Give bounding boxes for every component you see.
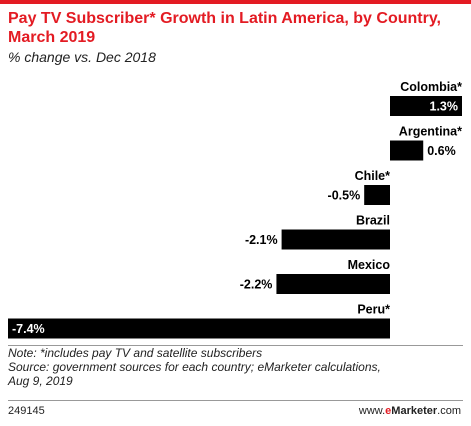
value-label-4: -2.2% [240, 278, 273, 292]
top-accent-bar [0, 0, 471, 4]
bar-chart: Colombia* 1.3% Argentina* 0.6% Chile* -0.5% Br… [8, 80, 462, 339]
bar-2 [364, 185, 390, 205]
value-label-2: -0.5% [328, 189, 361, 203]
category-label-0: Colombia* [400, 80, 462, 94]
footnote-source-date: Aug 9, 2019 [8, 374, 73, 388]
bar-1 [390, 140, 424, 161]
value-label-5: -7.4% [12, 322, 45, 336]
brand-prefix: www. [358, 405, 386, 417]
footnote: Note: *includes pay TV and satellite sub… [8, 346, 463, 388]
brand-link[interactable]: www.eMarketer.com [359, 405, 461, 417]
brand-name: Marketer [391, 405, 438, 417]
bar-0 [390, 96, 462, 116]
category-label-1: Argentina* [399, 125, 462, 139]
chart-title: Pay TV Subscriber* Growth in Latin Ameri… [8, 10, 441, 46]
footnote-source: Source: government sources for each coun… [8, 360, 381, 374]
value-label-3: -2.1% [245, 233, 278, 247]
bottom-divider [8, 400, 463, 401]
category-label-5: Peru* [357, 303, 390, 317]
bar-5 [8, 318, 390, 339]
value-label-1: 0.6% [427, 144, 456, 158]
bar-3 [281, 229, 390, 250]
chart-subtitle: % change vs. Dec 2018 [8, 49, 156, 65]
bar-4 [276, 274, 390, 294]
brand-e: e [385, 405, 392, 417]
value-label-0: 1.3% [430, 100, 459, 114]
category-label-4: Mexico [348, 258, 391, 272]
footnote-note: Note: *includes pay TV and satellite sub… [8, 346, 263, 360]
brand-suffix: .com [437, 405, 461, 417]
category-label-2: Chile* [355, 169, 391, 183]
footer-divider [8, 345, 463, 346]
chart-id: 249145 [8, 405, 45, 417]
category-label-3: Brazil [356, 214, 390, 228]
